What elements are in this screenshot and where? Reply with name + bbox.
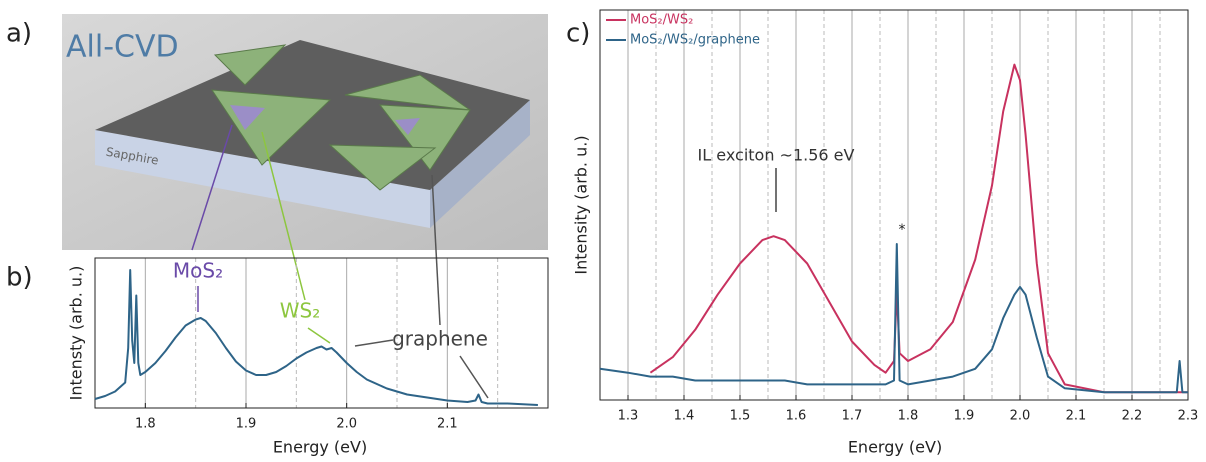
x-tick-label: 1.8 (898, 409, 919, 424)
x-tick-label: 2.1 (437, 417, 458, 432)
x-tick-label: 2.0 (1010, 409, 1031, 424)
arrow (261, 131, 306, 301)
x-tick-label: 2.0 (336, 417, 357, 432)
x-axis-label: Energy (eV) (273, 438, 367, 457)
charts: 1.8 1.9 2.0 2.1 Energy (eV) Intensty (arb. u.… (67, 9, 1199, 457)
arrow (191, 124, 233, 251)
illustration-title: All-CVD (66, 30, 179, 65)
annotation: IL exciton ~1.56 eV (698, 146, 855, 165)
flake-mos2 (230, 105, 265, 130)
series-line (94, 269, 538, 406)
flake (344, 74, 471, 111)
x-tick-label: 1.3 (618, 409, 639, 424)
plot-frame (599, 9, 1189, 401)
series-line (649, 63, 1188, 394)
flake (328, 144, 437, 191)
x-tick-label: 1.9 (236, 417, 257, 432)
x-tick-label: 2.3 (1178, 409, 1199, 424)
illustration: All-CVD Sapphire (62, 14, 548, 250)
arrow (431, 174, 441, 326)
panel-label: b) (6, 263, 33, 293)
flake (213, 44, 287, 86)
arrows (191, 124, 777, 399)
annotation: WS₂ (280, 299, 321, 323)
y-axis-label: Intensity (arb. u.) (572, 135, 591, 274)
plot-frame (94, 257, 549, 409)
x-tick-label: 2.2 (1122, 409, 1143, 424)
annotation: MoS₂ (173, 259, 223, 283)
x-axis-label: Energy (eV) (848, 438, 942, 457)
x-tick-label: 2.1 (1066, 409, 1087, 424)
series-line (599, 243, 1188, 394)
flake-mos2 (395, 118, 420, 135)
x-tick-label: 1.5 (730, 409, 751, 424)
arrow (459, 355, 489, 399)
x-tick-label: 1.8 (135, 417, 156, 432)
annotation: graphene (392, 327, 488, 351)
annotation: * (899, 222, 906, 238)
arrow (307, 327, 331, 344)
panel-label: a) (6, 19, 32, 49)
x-tick-label: 1.9 (954, 409, 975, 424)
substrate-side (430, 100, 530, 228)
x-tick-label: 1.6 (786, 409, 807, 424)
x-tick-label: 1.7 (842, 409, 863, 424)
x-tick-label: 1.4 (674, 409, 695, 424)
legend-label: MoS₂/WS₂/graphene (630, 33, 760, 48)
substrate-front (95, 130, 430, 228)
y-axis-label: Intensty (arb. u.) (67, 266, 86, 401)
legend-label: MoS₂/WS₂ (630, 13, 693, 28)
arrow (354, 339, 394, 347)
panel-label: c) (566, 19, 590, 49)
